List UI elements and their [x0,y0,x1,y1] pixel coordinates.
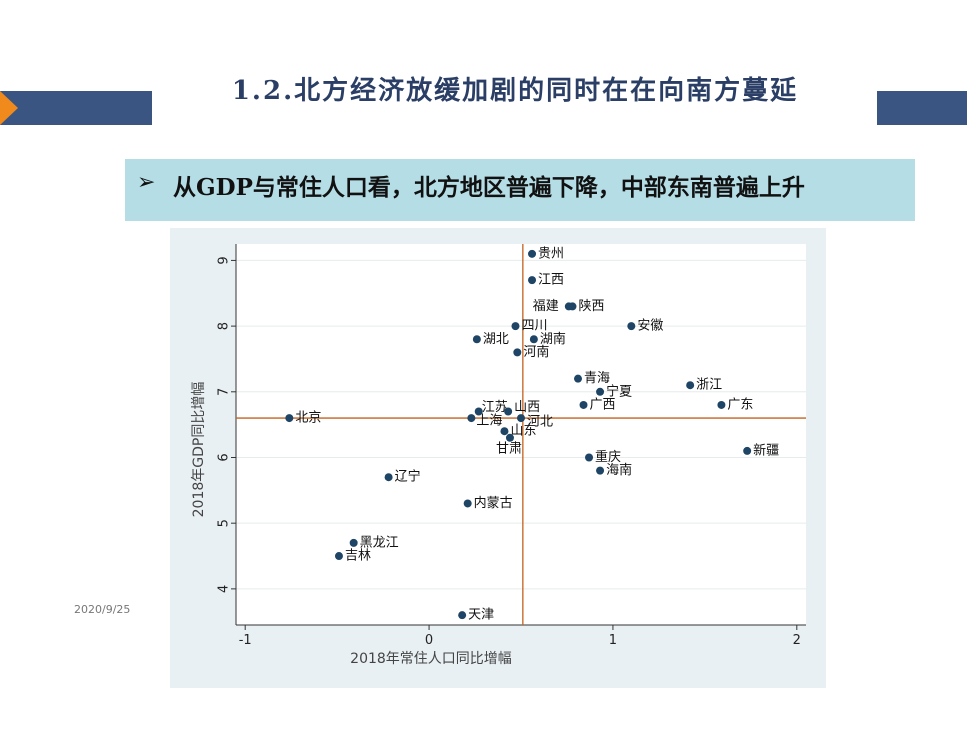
data-point-label: 海南 [606,462,632,478]
data-point [505,433,514,442]
data-point [285,414,294,423]
data-point [463,499,472,508]
data-point [513,348,522,357]
subtitle-box [125,159,915,221]
header-banner-left [0,91,152,125]
data-point-label: 甘肃 [496,441,522,456]
data-point [458,611,467,620]
data-point [334,552,343,561]
data-point [596,387,605,396]
plot-area [236,244,806,625]
data-point-label: 辽宁 [395,469,421,485]
slide-title: 1.2.北方经济放缓加剧的同时在在向南方蔓延 [231,76,799,106]
data-point-label: 浙江 [696,378,722,393]
data-point [467,414,476,423]
data-point [686,381,695,390]
data-point-label: 湖北 [483,332,509,347]
x-tick-label: -1 [239,633,252,648]
data-point [528,276,537,285]
data-point-label: 福建 [533,299,559,314]
y-tick-label: 5 [217,519,232,527]
header-banner-right [877,91,967,125]
data-point [743,446,752,455]
data-point-label: 广东 [727,397,753,412]
data-point [529,335,538,344]
data-point-label: 北京 [295,411,321,426]
data-point [349,538,358,547]
x-axis-label: 2018年常住人口同比增幅 [350,651,512,667]
x-tick-label: 0 [425,633,433,648]
y-tick-label: 8 [217,322,232,330]
data-point-label: 内蒙古 [474,495,513,511]
data-point [579,400,588,409]
data-point-label: 吉林 [345,549,371,564]
data-point-label: 山东 [510,424,536,439]
data-point-label: 宁夏 [606,383,632,399]
data-point-label: 江西 [538,273,564,288]
data-point [517,414,525,423]
data-point [511,322,520,331]
subtitle-text: 从GDP与常住人口看，北方地区普遍下降，中部东南普遍上升 [173,174,805,201]
x-tick-label: 1 [609,633,617,648]
data-point-label: 天津 [468,608,494,623]
data-point [474,407,483,416]
arrow-bullet-icon: ➢ [137,170,156,195]
x-tick-label: 2 [793,633,801,648]
data-point-label: 贵州 [538,246,564,261]
data-point [596,466,605,475]
data-point [528,249,537,258]
data-point-label: 陕西 [578,299,604,314]
data-point-label: 黑龙江 [360,535,399,550]
data-point [568,302,577,311]
y-tick-label: 7 [217,388,232,396]
data-point-label: 山西 [514,400,540,415]
data-point-label: 青海 [584,371,610,386]
data-point-label: 河北 [527,415,553,430]
slide-date: 2020/9/25 [74,603,131,616]
data-point-label: 河南 [523,344,549,360]
data-point-label: 广西 [590,397,616,412]
data-point-label: 新疆 [753,442,779,458]
data-point [504,407,513,416]
data-point [717,400,726,409]
y-axis-label: 2018年GDP同比增幅 [191,382,207,518]
data-point-label: 重庆 [595,449,621,465]
data-point [585,453,594,462]
data-point-label: 湖南 [540,331,566,347]
data-point [472,335,481,344]
data-point-label: 上海 [476,414,502,429]
data-point-label: 四川 [521,319,547,334]
y-tick-label: 6 [217,453,232,461]
data-point [500,427,509,436]
y-tick-label: 4 [217,585,232,593]
y-tick-label: 9 [217,256,232,264]
data-point [627,322,636,331]
data-point-label: 安徽 [637,319,663,334]
data-point [574,374,582,383]
orange-arrow-icon [0,91,18,125]
data-point [384,473,393,482]
data-point-label: 江苏 [482,399,508,415]
